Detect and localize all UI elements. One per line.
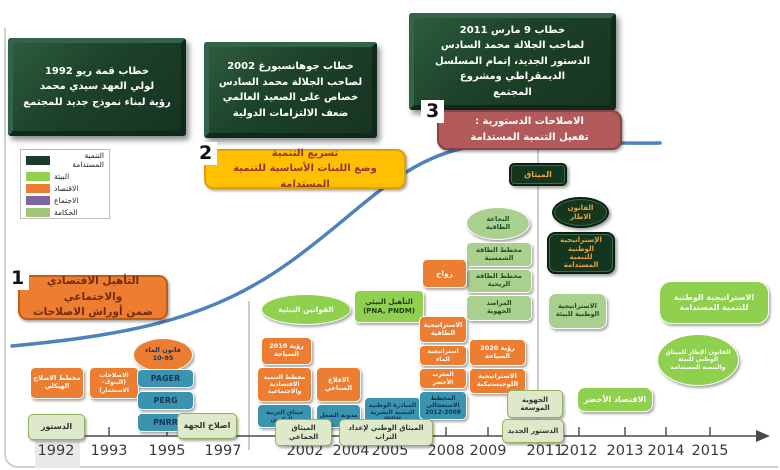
milestone-energy-strategy: الاستراتيجية الطاقية xyxy=(419,316,467,343)
milestone-emergency-plan-2008-2012: المخطط الاستعجالي 2012-2008 xyxy=(419,391,467,420)
milestone-green-economy: الاقتصاد الأخضر xyxy=(577,387,653,412)
milestone-reforms-banks-investment: الاصلاحات (البنوك- الاستثمار) xyxy=(89,367,139,399)
legend-label: البيئة xyxy=(54,172,70,181)
milestone-water-law-10-95: قانون الماء 10-95 xyxy=(133,338,193,372)
milestone-regional-observatories: المراصد الجهوية xyxy=(466,295,532,321)
speech-johannesburg-2002: خطاب جوهانسبورغ 2002 لصاحب الجلالة محمد … xyxy=(204,42,377,138)
milestone-industrial-takeoff: الاقلاع الصناعي xyxy=(316,367,361,402)
callout-constitutional-reforms: الاصلاحات الدستورية : تفعيل التنمية المس… xyxy=(437,110,622,150)
milestone-territory-planning-charter: الميثاق الوطني لإعداد التراب xyxy=(339,419,433,446)
legend-label: الحكامة xyxy=(54,208,78,217)
legend-item-social: الاجتماع xyxy=(26,196,104,205)
milestone-rawaj: رواج xyxy=(422,259,467,288)
timeline-arrowhead xyxy=(756,430,770,442)
year-label-2009: 2009 xyxy=(469,443,507,459)
milestone-environmental-laws: القوانين البيئية xyxy=(261,294,351,325)
milestone-constitution-1992: الدستور xyxy=(28,414,85,440)
year-label-1995: 1995 xyxy=(148,443,186,459)
milestone-national-sd-strategy: الإستراتيجية الوطنية للتنمية المستدامة xyxy=(547,232,615,274)
year-label-2015: 2015 xyxy=(691,443,729,459)
milestone-communal-charter: الميثاق الجماعي xyxy=(275,419,332,446)
milestone-green-morocco: المغرب الأخضر xyxy=(419,368,467,389)
legend-label: التنمية المستدامة xyxy=(72,151,104,169)
phase-number-2: 2 xyxy=(194,142,218,165)
phase-number-3: 3 xyxy=(421,100,445,123)
legend-item-environment: البيئة xyxy=(26,172,104,181)
year-label-2014: 2014 xyxy=(647,443,685,459)
milestone-vision-2010-tourism: رؤية 2010 السياحة xyxy=(261,337,312,365)
callout-accelerate-development: تسريع التنمية وضع اللبنات الأساسية للتنم… xyxy=(204,148,406,190)
milestone-logistics-strategy: الاستراتيجية اللوجيستيكية xyxy=(469,368,526,394)
year-label-2011: 2011 xyxy=(526,443,564,459)
milestone-framework-law-environment-charter: القانون الإطار للميثاق الوطني للبيئة وال… xyxy=(657,334,739,386)
legend-swatch-governance xyxy=(26,208,50,217)
legend-item-governance: الحكامة xyxy=(26,208,104,217)
milestone-perg: PERG xyxy=(137,391,194,410)
milestone-new-constitution: الدستور الجديد xyxy=(502,419,564,443)
legend-swatch-environment xyxy=(26,172,50,181)
year-label-2004: 2004 xyxy=(332,443,370,459)
legend-swatch-sustainable-development xyxy=(26,155,50,165)
legend-item-sustainable-development: التنمية المستدامة xyxy=(26,151,104,169)
legend-label: الاقتصاد xyxy=(54,184,79,193)
milestone-framework-law: القانون الاطار xyxy=(552,197,609,228)
year-label-2008: 2008 xyxy=(427,443,465,459)
milestone-extended-regionalization: الجهوية الموسعة xyxy=(507,390,563,418)
year-label-1993: 1993 xyxy=(90,443,128,459)
legend-swatch-economy xyxy=(26,184,50,193)
milestone-wind-energy-plan: مخطط الطاقة الريحية xyxy=(466,269,532,293)
legend-item-economy: الاقتصاد xyxy=(26,184,104,193)
year-label-1992: 1992 xyxy=(37,443,75,459)
milestone-water-strategy: استراتيجية الماء xyxy=(419,345,467,366)
year-label-2013: 2013 xyxy=(606,443,644,459)
milestone-economic-social-dev-plan: مخطط التنمية الاقتصادية والاجتماعية xyxy=(257,367,312,402)
legend-label: الاجتماع xyxy=(54,196,79,205)
year-label-2002: 2002 xyxy=(286,443,324,459)
milestone-energy-efficiency: النجاعة الطاقية xyxy=(466,207,530,240)
legend-swatch-social xyxy=(26,196,50,205)
year-label-2005: 2005 xyxy=(371,443,409,459)
slide-frame xyxy=(4,28,778,468)
milestone-environmental-qualification: التأهيل البيئي (PNA, PNDM) xyxy=(354,290,424,323)
milestone-national-environment-strategy: الاستراتيجية الوطنية للبيئة xyxy=(548,293,607,329)
milestone-structural-adjustment-plan: مخطط الاصلاح الهيكلي xyxy=(30,367,84,399)
speech-march-9-2011: خطاب 9 مارس 2011 لصاحب الجلالة محمد السا… xyxy=(409,13,616,110)
year-label-1997: 1997 xyxy=(204,443,242,459)
milestone-solar-energy-plan: مخطط الطاقة الشمسية xyxy=(466,242,532,267)
phase-number-1: 1 xyxy=(6,267,30,290)
year-label-2012: 2012 xyxy=(560,443,598,459)
milestone-region-reform: اصلاح الجهة xyxy=(177,413,237,439)
milestone-charter: الميثاق xyxy=(509,163,567,186)
speech-rio-1992: خطاب قمة ريو 1992 لولي العهد سيدي محمد ر… xyxy=(8,38,186,136)
year-1992-highlight xyxy=(35,441,80,468)
legend: التنمية المستدامة البيئة الاقتصاد الاجتم… xyxy=(20,149,110,219)
milestone-national-sd-strategy-green: الاستراتيجية الوطنية للتنمية المستدامة xyxy=(659,281,769,324)
callout-economic-social-qualification: التأهيل الاقتصادي والاجتماعي ضمن أوراش ا… xyxy=(18,275,168,320)
milestone-pager: PAGER xyxy=(137,369,194,388)
milestone-vision-2020-tourism: رؤية 2020 السياحة xyxy=(469,339,526,366)
